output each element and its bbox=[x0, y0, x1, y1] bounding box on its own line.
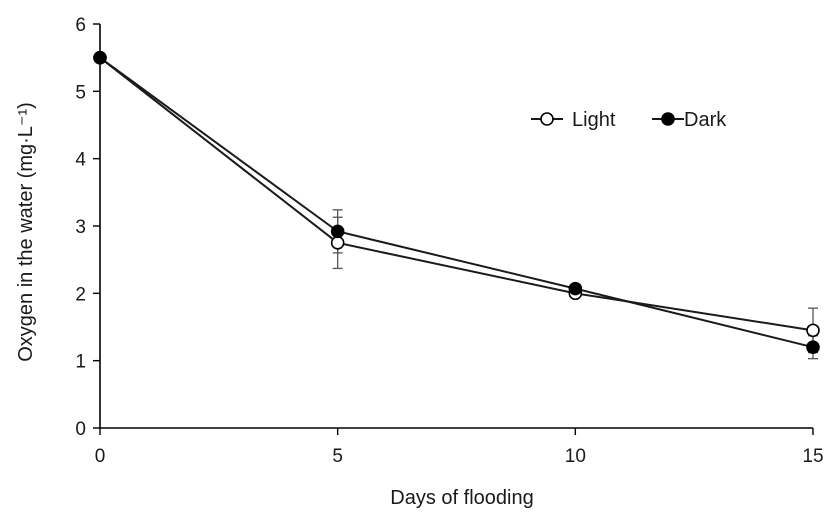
y-tick-label: 1 bbox=[75, 352, 86, 373]
x-tick-label: 15 bbox=[802, 446, 823, 467]
data-point-dark bbox=[568, 281, 583, 296]
legend-item-dark: Dark bbox=[652, 109, 727, 131]
y-axis-title: Oxygen in the water (mg·L⁻¹) bbox=[15, 102, 37, 362]
x-tick-label: 0 bbox=[95, 446, 106, 467]
data-point-dark bbox=[330, 224, 345, 239]
series-layer bbox=[93, 50, 820, 360]
legend-label: Light bbox=[572, 109, 616, 131]
axes bbox=[99, 24, 813, 429]
data-point-light bbox=[806, 323, 820, 338]
series-line-light bbox=[99, 56, 814, 332]
y-tick-label: 6 bbox=[75, 15, 86, 36]
legend-marker bbox=[661, 112, 675, 126]
y-tick-label: 5 bbox=[75, 82, 86, 103]
legend: Light Dark bbox=[531, 109, 727, 131]
y-tick-label: 4 bbox=[75, 150, 86, 171]
y-tick-label: 3 bbox=[75, 217, 86, 238]
x-tick-label: 5 bbox=[332, 446, 343, 467]
legend-item-light: Light bbox=[531, 109, 616, 131]
y-axis-ticks: 0 1 2 3 4 5 6 bbox=[75, 15, 100, 440]
data-point-dark bbox=[806, 340, 820, 355]
data-point-light bbox=[330, 236, 345, 250]
x-axis-ticks: 0 5 10 15 bbox=[95, 428, 824, 467]
legend-marker bbox=[540, 112, 554, 126]
series-line-dark bbox=[99, 56, 814, 349]
x-tick-label: 10 bbox=[565, 446, 586, 467]
y-tick-label: 0 bbox=[75, 419, 86, 440]
x-axis-title: Days of flooding bbox=[390, 487, 533, 509]
legend-label: Dark bbox=[684, 109, 727, 131]
y-tick-label: 2 bbox=[75, 284, 86, 305]
data-point-dark bbox=[93, 50, 107, 65]
